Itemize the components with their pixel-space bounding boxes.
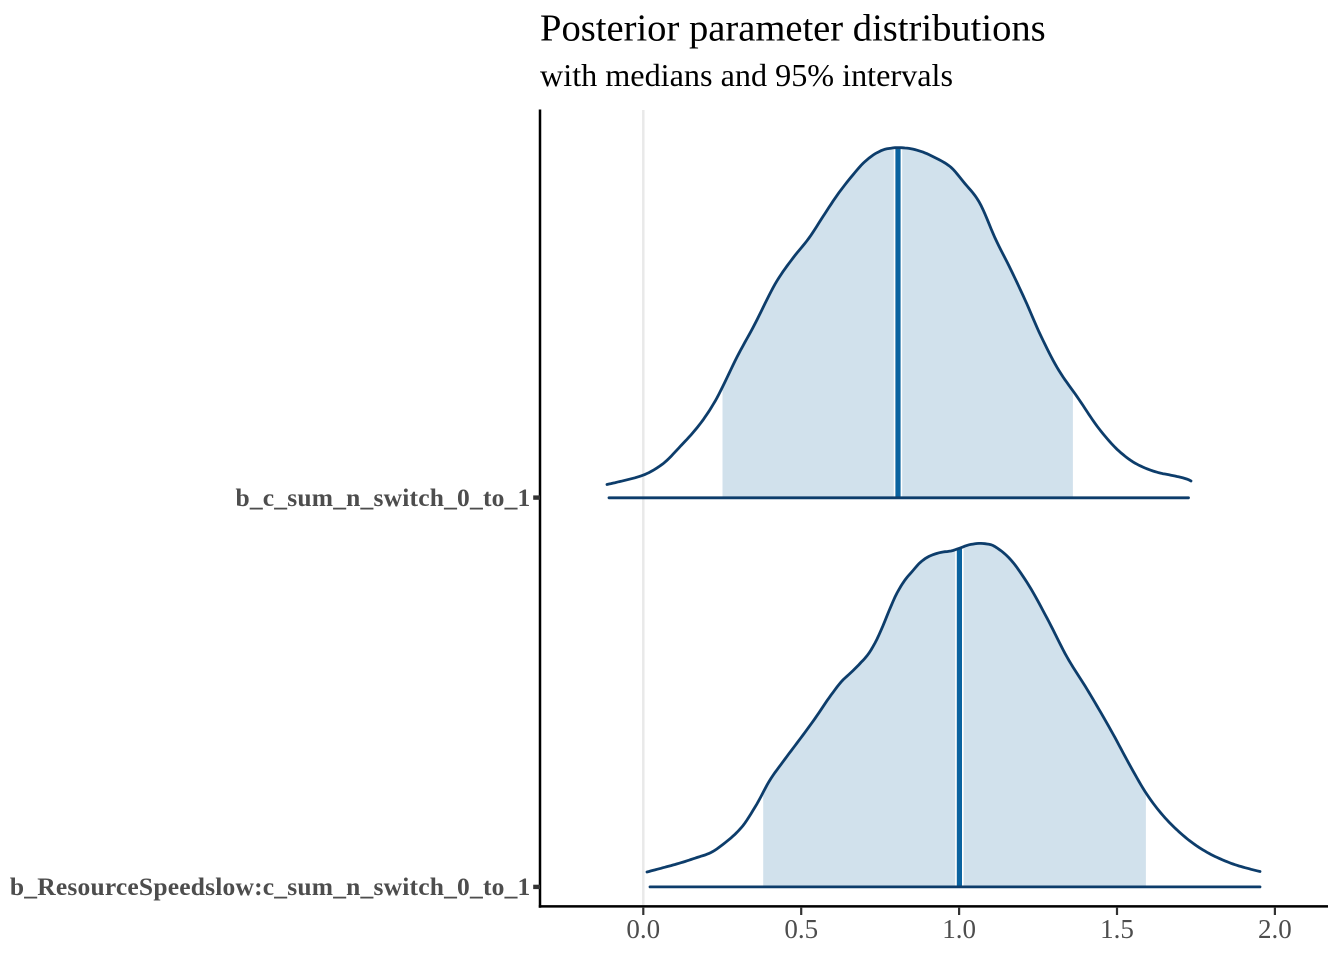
svg-text:0.5: 0.5 [784, 914, 818, 944]
svg-text:1.0: 1.0 [942, 914, 976, 944]
svg-text:1.5: 1.5 [1100, 914, 1134, 944]
svg-text:2.0: 2.0 [1258, 914, 1292, 944]
svg-text:b_c_sum_n_switch_0_to_1: b_c_sum_n_switch_0_to_1 [235, 483, 530, 512]
svg-text:with medians and 95% intervals: with medians and 95% intervals [540, 57, 953, 93]
svg-text:b_ResourceSpeedslow:c_sum_n_sw: b_ResourceSpeedslow:c_sum_n_switch_0_to_… [10, 872, 531, 901]
svg-text:Posterior parameter distributi: Posterior parameter distributions [540, 8, 1046, 50]
svg-text:0.0: 0.0 [626, 914, 660, 944]
